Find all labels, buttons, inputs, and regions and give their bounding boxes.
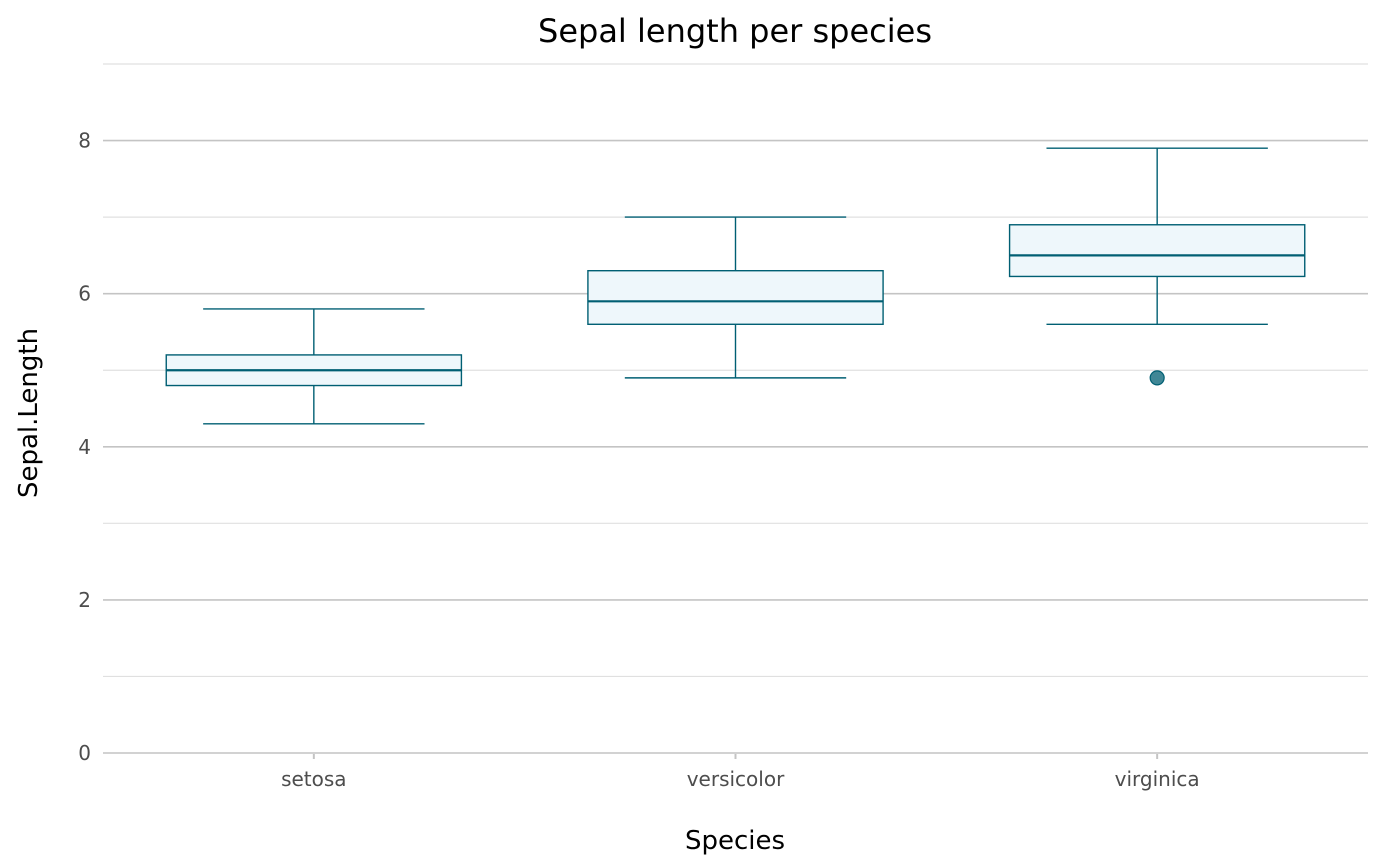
y-tick-label: 4 — [78, 435, 91, 459]
outlier-point — [1149, 370, 1165, 386]
boxes — [165, 147, 1306, 425]
box-iqr — [1008, 224, 1306, 278]
y-tick-label: 2 — [78, 588, 91, 612]
x-tick-label: versicolor — [687, 767, 785, 791]
x-axis-title: Species — [685, 826, 785, 856]
chart-title: Sepal length per species — [538, 12, 932, 50]
box-virginica — [1008, 147, 1306, 386]
box-versicolor — [587, 216, 884, 379]
box-setosa — [165, 308, 463, 425]
y-axis-ticks: 0 2 4 6 8 — [78, 129, 91, 765]
x-tick-label: setosa — [281, 767, 346, 791]
y-tick-label: 8 — [78, 129, 91, 153]
grid — [103, 63, 1368, 754]
y-axis-title: Sepal.Length — [14, 328, 44, 498]
x-tick-label: virginica — [1115, 767, 1200, 791]
y-tick-label: 6 — [78, 282, 91, 306]
y-tick-label: 0 — [78, 741, 91, 765]
x-axis-ticks: setosa versicolor virginica — [281, 754, 1200, 791]
box-iqr — [587, 270, 884, 325]
